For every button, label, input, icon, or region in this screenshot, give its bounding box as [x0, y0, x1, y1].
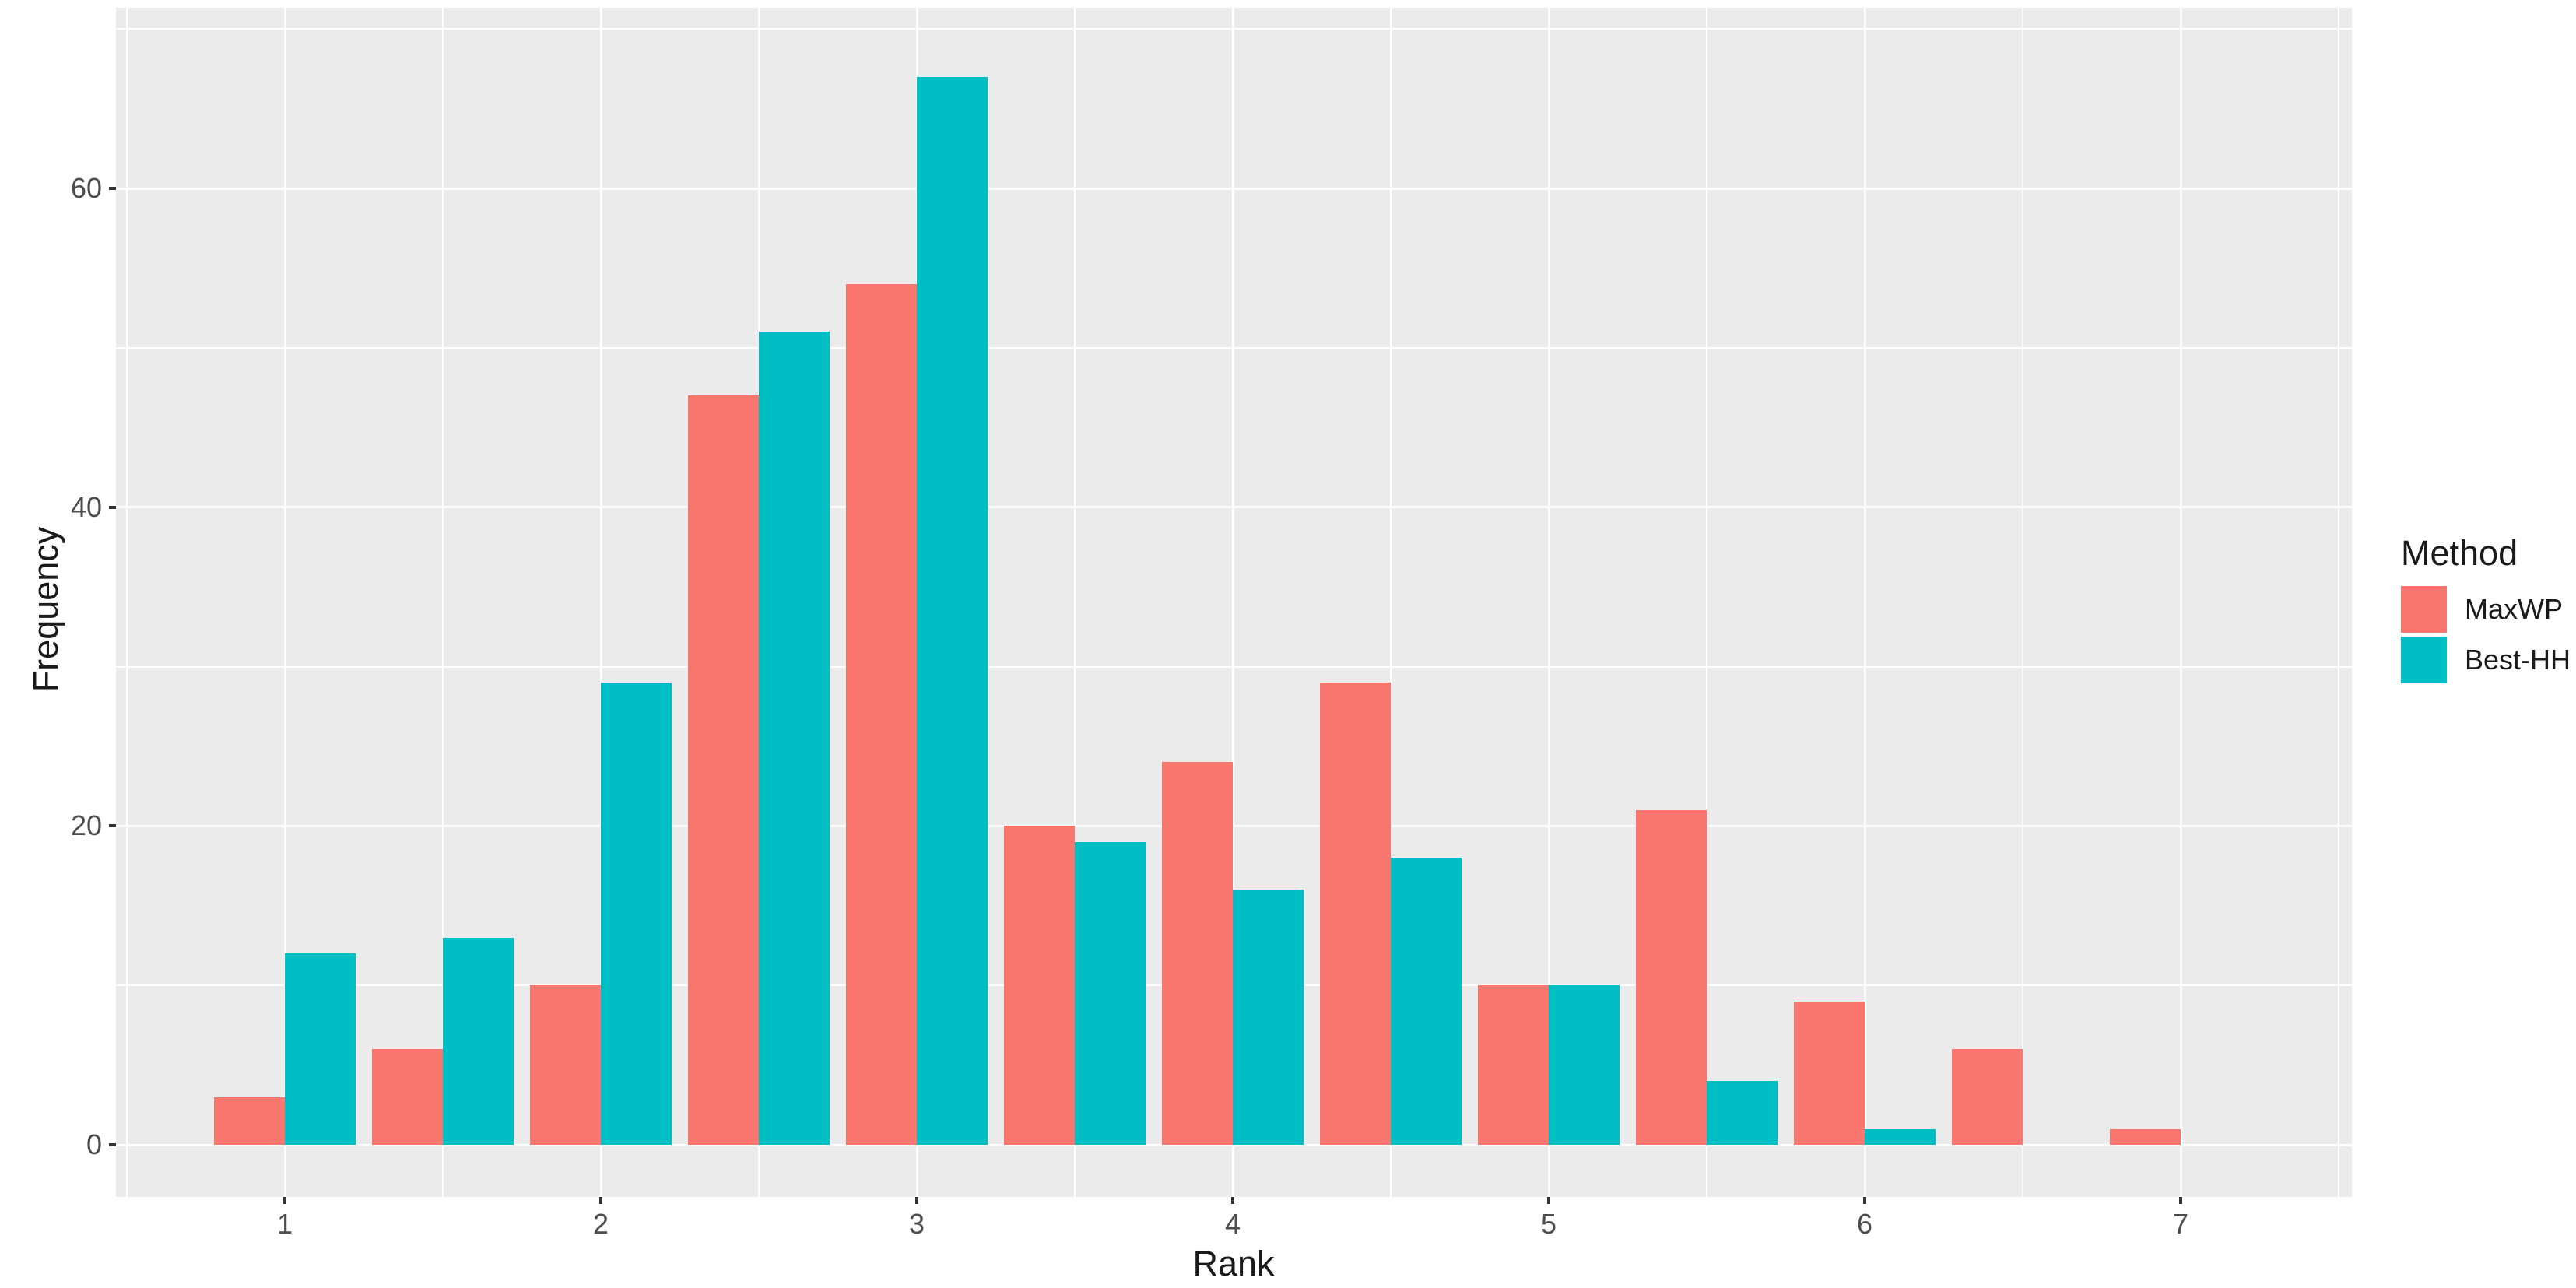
y-minor-gridline: [116, 346, 2352, 349]
y-major-gridline: [116, 1143, 2352, 1146]
bar-best-hh-rank-4.5: [1391, 858, 1462, 1145]
bar-best-hh-rank-1.5: [443, 937, 514, 1145]
bar-maxwp-rank-4: [1162, 762, 1233, 1145]
x-major-gridline: [1863, 8, 1866, 1197]
y-minor-gridline: [116, 28, 2352, 30]
y-tick-label: 60: [70, 172, 102, 205]
bar-maxwp-rank-3: [846, 283, 917, 1145]
y-axis-title: Frequency: [26, 526, 65, 693]
bar-best-hh-rank-4: [1233, 890, 1304, 1145]
legend-entry-maxwp: MaxWP: [2401, 586, 2571, 633]
bar-best-hh-rank-1: [285, 953, 356, 1145]
bar-maxwp-rank-5: [1478, 985, 1549, 1145]
x-tick-label: 2: [592, 1208, 609, 1240]
legend-label: MaxWP: [2465, 593, 2563, 625]
bar-best-hh-rank-3.5: [1075, 841, 1146, 1145]
bar-maxwp-rank-7: [2110, 1128, 2181, 1145]
bar-maxwp-rank-2.5: [688, 395, 759, 1145]
x-tick-label: 6: [1856, 1208, 1873, 1240]
bar-best-hh-rank-5: [1549, 985, 1620, 1145]
legend-swatch-best-hh: [2401, 637, 2447, 683]
x-tick-label: 5: [1540, 1208, 1557, 1240]
y-tick-label: 20: [70, 809, 102, 842]
y-tick-mark: [109, 187, 116, 191]
x-major-gridline: [2179, 8, 2182, 1197]
x-major-gridline: [1547, 8, 1550, 1197]
x-minor-gridline: [1390, 8, 1392, 1197]
x-minor-gridline: [442, 8, 444, 1197]
x-tick-mark: [2179, 1197, 2182, 1204]
y-tick-label: 0: [86, 1128, 102, 1160]
bar-maxwp-rank-6.5: [1952, 1049, 2023, 1145]
x-tick-label: 7: [2172, 1208, 2189, 1240]
bar-best-hh-rank-5.5: [1707, 1081, 1778, 1145]
x-axis-title: Rank: [1192, 1244, 1275, 1283]
legend-entry-best-hh: Best-HH: [2401, 637, 2571, 683]
y-tick-label: 40: [70, 490, 102, 523]
bar-maxwp-rank-1.5: [372, 1049, 443, 1145]
x-tick-label: 3: [908, 1208, 925, 1240]
y-tick-mark: [109, 1143, 116, 1146]
bar-best-hh-rank-6: [1865, 1128, 1936, 1145]
x-tick-mark: [283, 1197, 286, 1204]
y-major-gridline: [116, 506, 2352, 509]
bar-best-hh-rank-2: [601, 682, 672, 1145]
legend: Method MaxWP Best-HH: [2401, 533, 2571, 687]
y-tick-mark: [109, 505, 116, 509]
legend-title: Method: [2401, 533, 2518, 573]
y-major-gridline: [116, 824, 2352, 827]
x-tick-mark: [1231, 1197, 1234, 1204]
bar-maxwp-rank-6: [1794, 1001, 1865, 1145]
legend-label: Best-HH: [2465, 644, 2571, 676]
bar-best-hh-rank-3: [917, 76, 988, 1145]
x-minor-gridline: [1706, 8, 1707, 1197]
x-major-gridline: [599, 8, 602, 1197]
x-minor-gridline: [2022, 8, 2023, 1197]
x-tick-mark: [599, 1197, 602, 1204]
bar-maxwp-rank-1: [214, 1097, 285, 1145]
x-major-gridline: [1231, 8, 1234, 1197]
y-major-gridline: [116, 187, 2352, 190]
bar-maxwp-rank-4.5: [1320, 682, 1391, 1145]
legend-entries: MaxWP Best-HH: [2401, 586, 2571, 687]
x-tick-label: 1: [276, 1208, 293, 1240]
plot-panel: [116, 8, 2352, 1197]
x-tick-mark: [1547, 1197, 1550, 1204]
x-tick-mark: [915, 1197, 918, 1204]
x-tick-mark: [1863, 1197, 1866, 1204]
bar-maxwp-rank-2: [530, 985, 601, 1145]
bar-maxwp-rank-3.5: [1004, 826, 1075, 1145]
x-major-gridline: [283, 8, 286, 1197]
x-minor-gridline: [2338, 8, 2339, 1197]
y-minor-gridline: [116, 665, 2352, 668]
x-minor-gridline: [1074, 8, 1076, 1197]
bar-maxwp-rank-5.5: [1636, 809, 1707, 1145]
legend-swatch-maxwp: [2401, 586, 2447, 633]
x-minor-gridline: [126, 8, 128, 1197]
y-tick-mark: [109, 824, 116, 828]
x-tick-label: 4: [1224, 1208, 1241, 1240]
bar-best-hh-rank-2.5: [759, 332, 830, 1145]
